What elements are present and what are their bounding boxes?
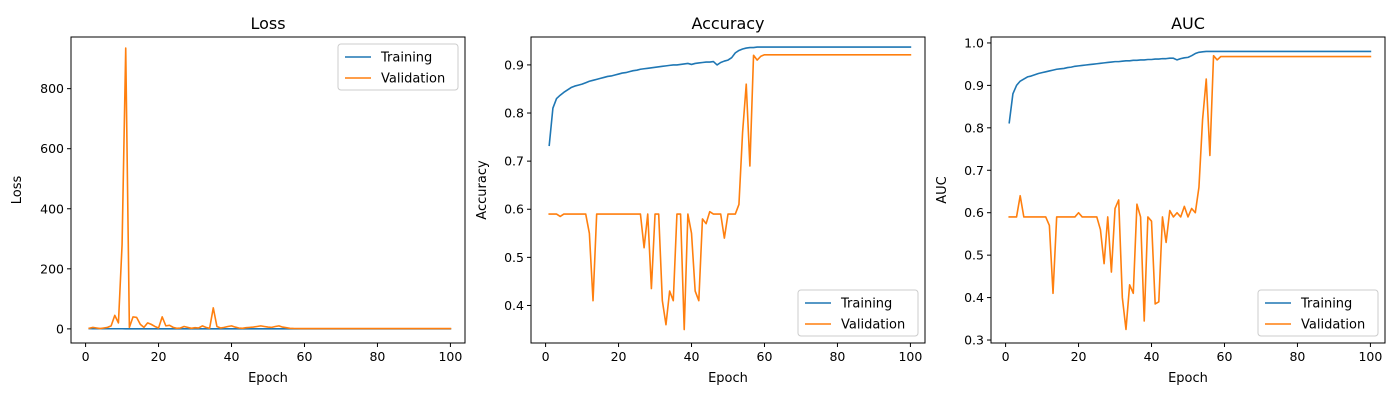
x-tick-label: 20 (1071, 349, 1087, 364)
y-tick-label: 0.8 (964, 120, 984, 135)
x-tick-label: 100 (438, 349, 462, 364)
y-tick-label: 200 (40, 261, 64, 276)
axes-frame (530, 36, 926, 344)
y-tick-label: 0.5 (964, 248, 984, 263)
legend-label-validation: Validation (381, 72, 445, 87)
y-tick-label: 800 (40, 81, 64, 96)
x-tick-label: 80 (829, 349, 845, 364)
x-tick-label: 100 (1358, 349, 1382, 364)
chart-title: Accuracy (691, 14, 764, 33)
series-line-training (1008, 50, 1372, 124)
axes-frame (70, 36, 466, 344)
x-tick-label: 40 (1144, 349, 1160, 364)
y-tick-label: 0 (56, 321, 64, 336)
x-tick-label: 0 (1002, 349, 1010, 364)
chart-panel-auc: AUC 0 20 40 60 80 100 0.3 0.4 0.5 0.6 0.7 0.8 0.9 1.0 E… (935, 14, 1386, 386)
chart-panel-accuracy: Accuracy 0 20 40 60 80 100 0.4 0.5 0.6 0.7 0.8 0.9 Ep… (475, 14, 926, 386)
series-line-validation (1008, 54, 1372, 331)
y-axis-label: Loss (10, 176, 25, 205)
x-axis-label: Epoch (708, 371, 748, 386)
x-tick-label: 60 (297, 349, 313, 364)
y-tick-label: 600 (40, 141, 64, 156)
legend-label-validation: Validation (841, 318, 905, 333)
x-tick-label: 0 (82, 349, 90, 364)
x-axis-label: Epoch (248, 371, 288, 386)
x-tick-label: 0 (542, 349, 550, 364)
y-tick-label: 0.5 (504, 250, 524, 265)
x-tick-label: 100 (898, 349, 922, 364)
x-tick-label: 60 (1217, 349, 1233, 364)
x-tick-label: 40 (224, 349, 240, 364)
y-axis-label: AUC (935, 176, 950, 204)
series-line-validation (88, 47, 452, 330)
y-tick-label: 0.6 (964, 205, 984, 220)
y-axis-label: Accuracy (475, 160, 490, 220)
chart-panel-loss: Loss 0 20 40 60 80 100 0 200 400 600 800 Epoch Loss Tr… (10, 14, 466, 386)
y-tick-label: 0.4 (504, 298, 524, 313)
x-tick-label: 80 (369, 349, 385, 364)
x-axis-label: Epoch (1168, 371, 1208, 386)
y-tick-label: 0.4 (964, 290, 984, 305)
legend-label-training: Training (840, 297, 892, 312)
legend: Training Validation (1257, 289, 1379, 337)
y-tick-label: 1.0 (964, 35, 984, 50)
series-line-validation (548, 53, 912, 331)
y-tick-label: 0.9 (964, 78, 984, 93)
legend-label-training: Training (380, 51, 432, 66)
legend: Training Validation (337, 43, 459, 91)
y-tick-label: 400 (40, 201, 64, 216)
chart-title: Loss (250, 14, 285, 33)
y-tick-label: 0.7 (964, 163, 984, 178)
y-tick-label: 0.6 (504, 202, 524, 217)
y-tick-label: 0.8 (504, 106, 524, 121)
x-tick-label: 20 (611, 349, 627, 364)
legend: Training Validation (797, 289, 919, 337)
y-tick-label: 0.3 (964, 333, 984, 348)
series-line-training (548, 46, 912, 147)
x-tick-label: 20 (151, 349, 167, 364)
chart-title: AUC (1171, 14, 1205, 33)
y-tick-label: 0.9 (504, 57, 524, 72)
x-tick-label: 80 (1289, 349, 1305, 364)
y-tick-label: 0.7 (504, 154, 524, 169)
x-tick-label: 60 (757, 349, 773, 364)
legend-label-training: Training (1300, 297, 1352, 312)
axes-frame (990, 36, 1386, 344)
x-tick-label: 40 (684, 349, 700, 364)
legend-label-validation: Validation (1301, 318, 1365, 333)
